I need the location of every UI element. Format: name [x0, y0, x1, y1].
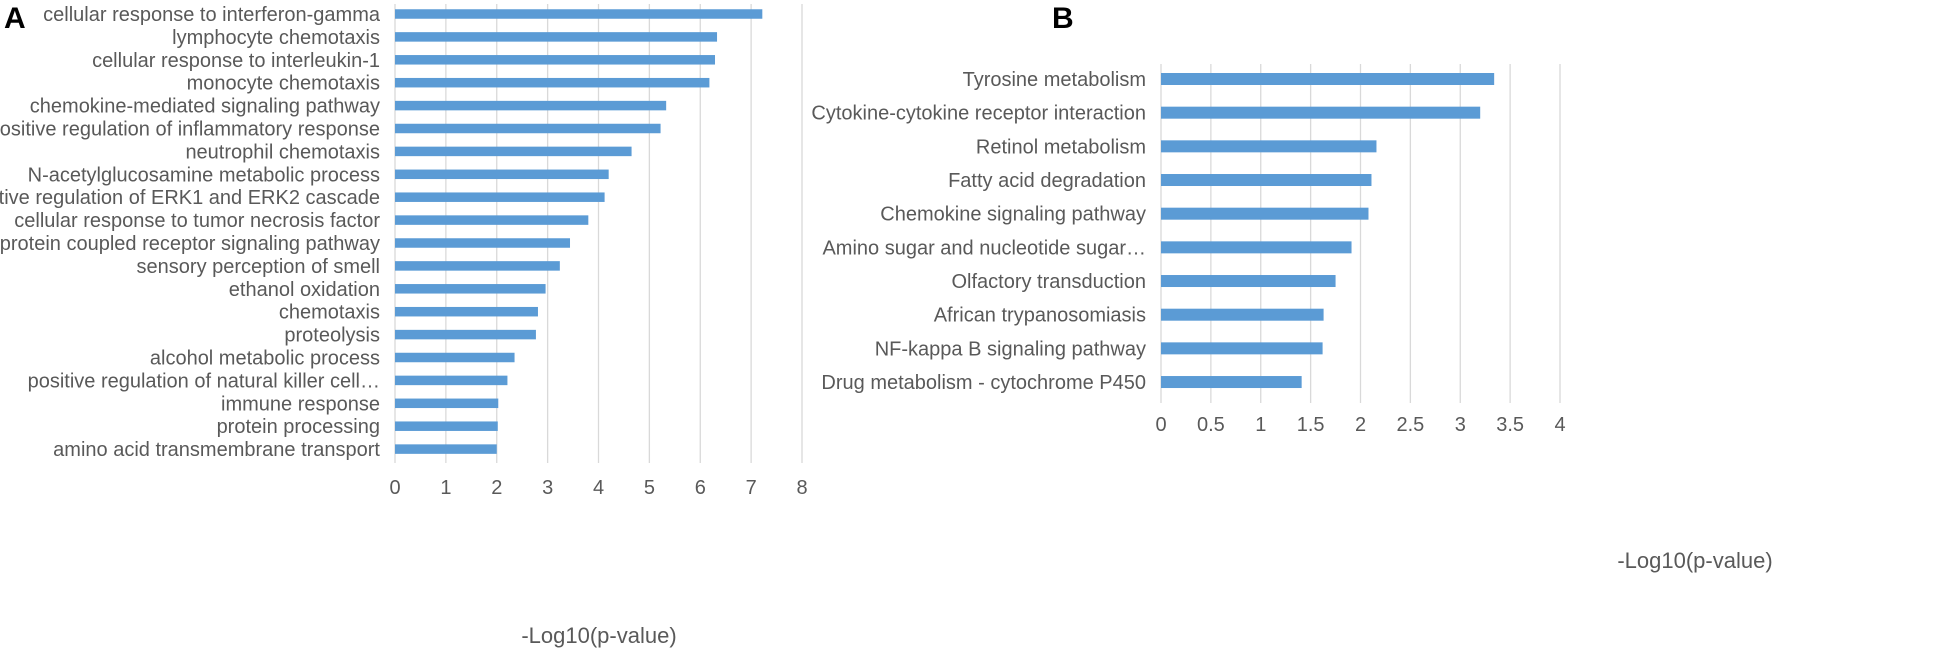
panel-a-letter: A — [4, 2, 26, 35]
panel-b-bar — [1161, 174, 1372, 187]
panel-b-bar — [1161, 140, 1377, 153]
panel-a-bar — [395, 306, 538, 317]
panel-a-bar — [395, 421, 498, 431]
panel-b-bar — [1161, 241, 1352, 254]
panel-b-x-tick-label: 1 — [1255, 414, 1266, 436]
panel-a-category-label: proteolysis — [284, 325, 380, 347]
panel-a-gridlines — [394, 4, 803, 463]
panel-b-category-label: Retinol metabolism — [976, 136, 1146, 158]
panel-b-x-tick-label: 1.5 — [1297, 414, 1325, 436]
panel-a-category-label: ethanol oxidation — [229, 279, 380, 301]
panel-a-x-tick-label: 2 — [491, 477, 502, 499]
panel-a-bar — [395, 9, 763, 19]
panel-a-category-label: positive regulation of inflammatory resp… — [0, 119, 380, 141]
panel-b-category-label: Cytokine-cytokine receptor interaction — [811, 103, 1146, 125]
panel-b-x-tick-label: 2 — [1355, 414, 1366, 436]
panel-b-x-tick-label: 4 — [1554, 414, 1565, 436]
panel-b-category-label: Chemokine signaling pathway — [880, 204, 1146, 226]
panel-b-bar — [1161, 106, 1481, 119]
panel-a-x-tick-label: 3 — [542, 477, 553, 499]
panel-a-category-label: positive regulation of ERK1 and ERK2 cas… — [0, 187, 380, 209]
panel-b-bar — [1161, 73, 1495, 85]
panel-a-category-label: cellular response to tumor necrosis fact… — [14, 210, 380, 232]
panel-b-x-tick-label: 3 — [1455, 414, 1466, 436]
panel-a-category-label: sensory perception of smell — [137, 256, 380, 278]
panel-a-category-label: amino acid transmembrane transport — [53, 439, 380, 461]
panel-a-bar — [395, 261, 560, 271]
panel-a-category-label: lymphocyte chemotaxis — [172, 27, 380, 49]
panel-b-category-labels: Tyrosine metabolism Cytokine-cytokine rec… — [811, 69, 1146, 394]
panel-a-x-tick-label: 6 — [695, 477, 706, 499]
panel-b-bar — [1161, 207, 1369, 220]
panel-b-chart: B Tyrosine metabolism Cytokine-cytokine r… — [811, 2, 1772, 573]
panel-a-x-tick-label: 8 — [796, 477, 807, 499]
panel-a-category-label: protein processing — [217, 416, 380, 438]
panel-a-bars — [395, 9, 763, 454]
panel-a-category-label: cellular response to interleukin-1 — [92, 50, 380, 72]
panel-b-category-label: Tyrosine metabolism — [963, 69, 1146, 91]
panel-a-bar — [395, 352, 515, 363]
panel-a-category-labels: cellular response to interferon-gammalym… — [0, 4, 381, 461]
panel-a-bar — [395, 77, 710, 88]
panel-a-bar — [395, 32, 718, 42]
panel-b-bar — [1161, 308, 1324, 321]
panel-a-bar — [395, 444, 497, 454]
panel-a-bar — [395, 238, 571, 248]
panel-a-x-tick-label: 1 — [440, 477, 451, 499]
panel-b-category-label: NF-kappa B signaling pathway — [875, 338, 1146, 360]
panel-a-category-label: immune response — [221, 393, 380, 415]
panel-b-category-label: Amino sugar and nucleotide sugar… — [822, 237, 1146, 259]
panel-a-bar — [395, 215, 589, 225]
panel-a-bar — [395, 169, 609, 180]
panel-a-bar — [395, 398, 499, 409]
panel-a-category-label: chemotaxis — [279, 302, 380, 324]
panel-a-category-label: G-protein coupled receptor signaling pat… — [0, 233, 380, 255]
panel-b-bar — [1161, 376, 1302, 389]
panel-a-bar — [395, 146, 632, 157]
panel-b-x-tick-label: 0.5 — [1197, 414, 1225, 436]
panel-a-bar — [395, 192, 605, 202]
panel-a-x-tick-label: 4 — [593, 477, 604, 499]
panel-a-category-label: neutrophil chemotaxis — [185, 141, 380, 163]
panel-a-chart: A cellular response to interferon-gammal… — [0, 2, 808, 648]
panel-b-letter: B — [1052, 2, 1074, 35]
panel-b-category-label: Olfactory transduction — [951, 271, 1146, 293]
panel-b-bars — [1161, 73, 1495, 389]
panel-a-category-label: N-acetylglucosamine metabolic process — [28, 164, 380, 186]
panel-a-bar — [395, 100, 667, 111]
panel-a-category-label: chemokine-mediated signaling pathway — [30, 96, 380, 118]
panel-a-category-label: cellular response to interferon-gamma — [43, 4, 381, 26]
panel-b-bar — [1161, 275, 1336, 288]
panel-b-x-tick-label: 2.5 — [1396, 414, 1424, 436]
panel-b-category-label: Drug metabolism - cytochrome P450 — [821, 372, 1146, 394]
panel-b-tick-labels: 0 0.5 1 1.5 2 2.5 3 3.5 4 — [1155, 414, 1565, 436]
panel-a-bar — [395, 123, 661, 134]
panel-a-bar — [395, 55, 716, 65]
panel-b-category-label: African trypanosomiasis — [934, 305, 1146, 327]
panel-a-bar — [395, 375, 508, 386]
panel-a-tick-labels: 0 1 2 3 4 5 6 7 8 — [389, 477, 807, 499]
panel-b-x-tick-label: 0 — [1155, 414, 1166, 436]
panel-b-bar — [1161, 342, 1323, 355]
panel-a-category-label: monocyte chemotaxis — [187, 73, 380, 95]
panel-a-x-tick-label: 0 — [389, 477, 400, 499]
panel-a-x-tick-label: 5 — [644, 477, 655, 499]
panel-a-x-axis-title: -Log10(p-value) — [521, 623, 676, 648]
panel-b-x-tick-label: 3.5 — [1496, 414, 1524, 436]
panel-a-category-label: positive regulation of natural killer ce… — [28, 370, 380, 392]
panel-b-category-label: Fatty acid degradation — [948, 170, 1146, 192]
panel-a-bar — [395, 284, 546, 294]
panel-a-x-tick-label: 7 — [746, 477, 757, 499]
panel-a-bar — [395, 329, 536, 340]
panel-b-x-axis-title: -Log10(p-value) — [1617, 548, 1772, 573]
panel-a-category-label: alcohol metabolic process — [150, 348, 380, 370]
